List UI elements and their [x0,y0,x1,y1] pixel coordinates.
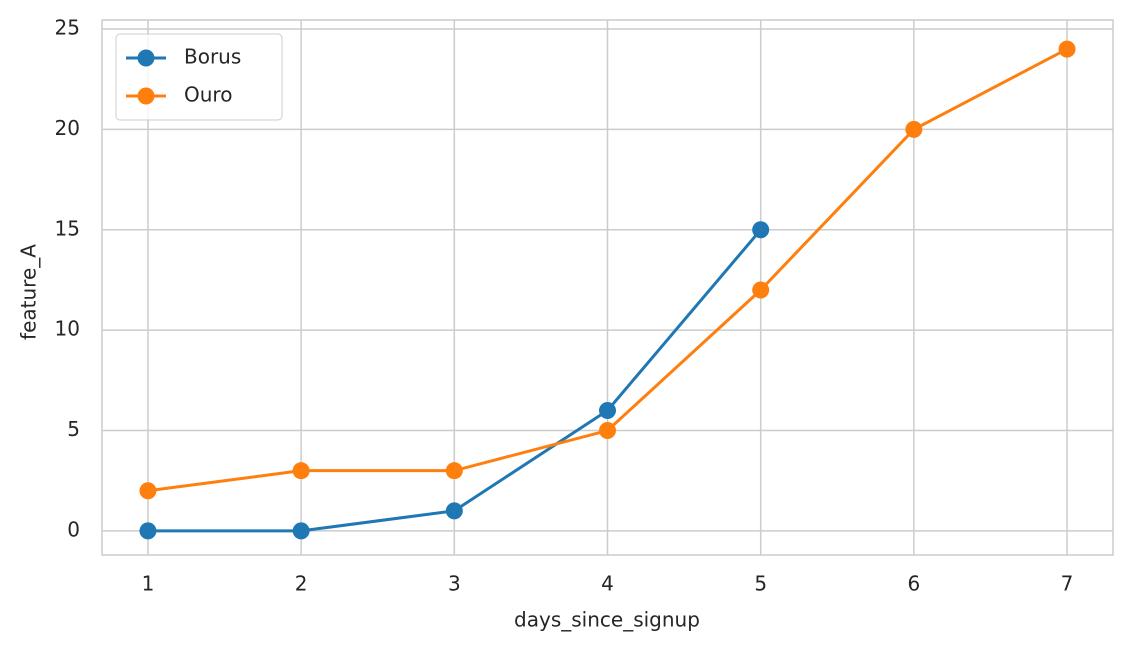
x-tick-label: 3 [448,572,461,596]
y-axis-label: feature_A [17,244,41,340]
point [139,482,157,500]
point [1058,40,1076,58]
y-tick-label: 10 [55,317,80,341]
point [445,462,463,480]
legend-label: Ouro [184,83,232,107]
point [905,120,923,138]
point [445,502,463,520]
point [599,401,616,419]
y-tick-label: 15 [55,216,80,240]
y-tick-label: 25 [55,16,80,40]
point [292,522,310,540]
point [139,522,157,540]
x-tick-label: 2 [295,572,308,596]
legend-marker [137,49,155,67]
x-tick-label: 7 [1061,572,1074,596]
x-tick-label: 5 [754,572,767,596]
x-axis-label: days_since_signup [514,608,700,632]
legend-marker [137,87,155,105]
x-tick-label: 4 [601,572,614,596]
point [599,422,616,440]
point [292,462,310,480]
y-tick-label: 0 [67,517,80,541]
legend: Borus Ouro [115,33,283,121]
point [752,281,770,299]
legend-label: Borus [184,45,241,69]
y-tick-label: 5 [67,417,80,441]
x-tick-label: 1 [142,572,155,596]
point [752,221,770,239]
y-tick-label: 20 [55,116,80,140]
x-tick-label: 6 [907,572,920,596]
legend-box [115,33,283,121]
